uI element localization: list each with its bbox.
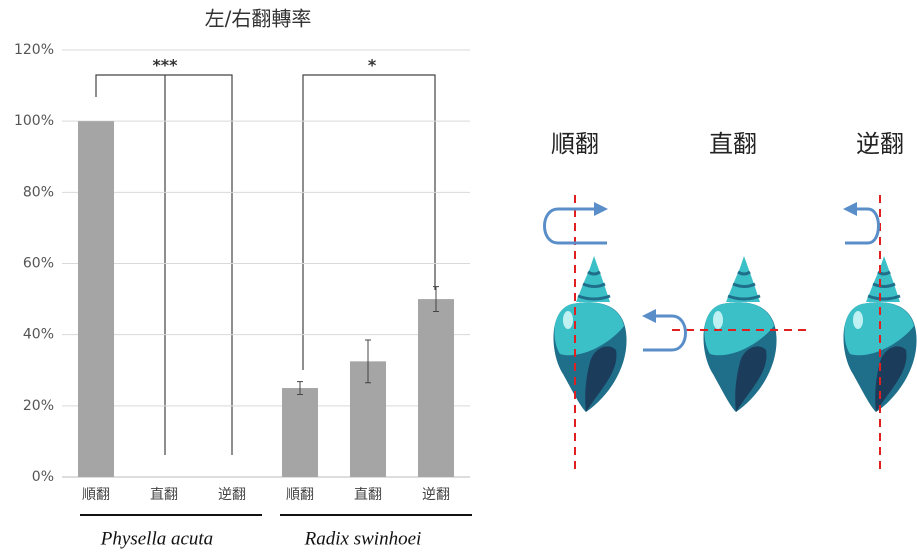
error-bar — [433, 286, 439, 313]
arrow-head — [843, 202, 857, 216]
sig-bracket — [302, 74, 436, 370]
bar — [78, 121, 114, 478]
arrow-head — [594, 202, 608, 216]
error-bar — [297, 381, 303, 395]
bar — [282, 388, 318, 477]
diagram-label: 順翻 — [551, 130, 599, 158]
chart-title: 左/右翻轉率 — [205, 7, 312, 31]
rotation-arrow — [643, 314, 687, 352]
y-tick-label: 40% — [23, 327, 54, 343]
y-tick-label: 120% — [14, 42, 54, 58]
significance: *** — [152, 56, 178, 75]
bar — [418, 299, 454, 477]
group-label: Radix swinhoei — [304, 528, 422, 549]
x-tick-label: 順翻 — [286, 487, 314, 503]
error-bar — [365, 339, 371, 384]
significance: * — [368, 56, 377, 75]
y-tick-label: 0% — [32, 469, 54, 485]
x-tick-label: 逆翻 — [422, 487, 450, 503]
diagram: 順翻 直翻 逆翻 — [543, 130, 917, 470]
rotation-arrow — [845, 207, 880, 245]
y-tick-label: 60% — [23, 256, 54, 272]
sig-bracket — [95, 74, 233, 455]
y-tick-label: 80% — [23, 184, 54, 200]
x-tick-label: 順翻 — [82, 487, 110, 503]
x-tick-label: 直翻 — [354, 486, 382, 503]
rotation-arrow — [543, 207, 607, 245]
y-tick-label: 20% — [23, 398, 54, 414]
arrow-head — [642, 309, 656, 323]
diagram-label: 逆翻 — [856, 130, 904, 158]
group-label: Physella acuta — [100, 528, 213, 549]
shell — [701, 254, 779, 414]
y-tick-label: 100% — [14, 113, 54, 129]
x-tick-label: 直翻 — [150, 486, 178, 503]
shell — [551, 254, 629, 414]
x-tick-label: 逆翻 — [218, 487, 246, 503]
diagram-label: 直翻 — [709, 130, 757, 158]
